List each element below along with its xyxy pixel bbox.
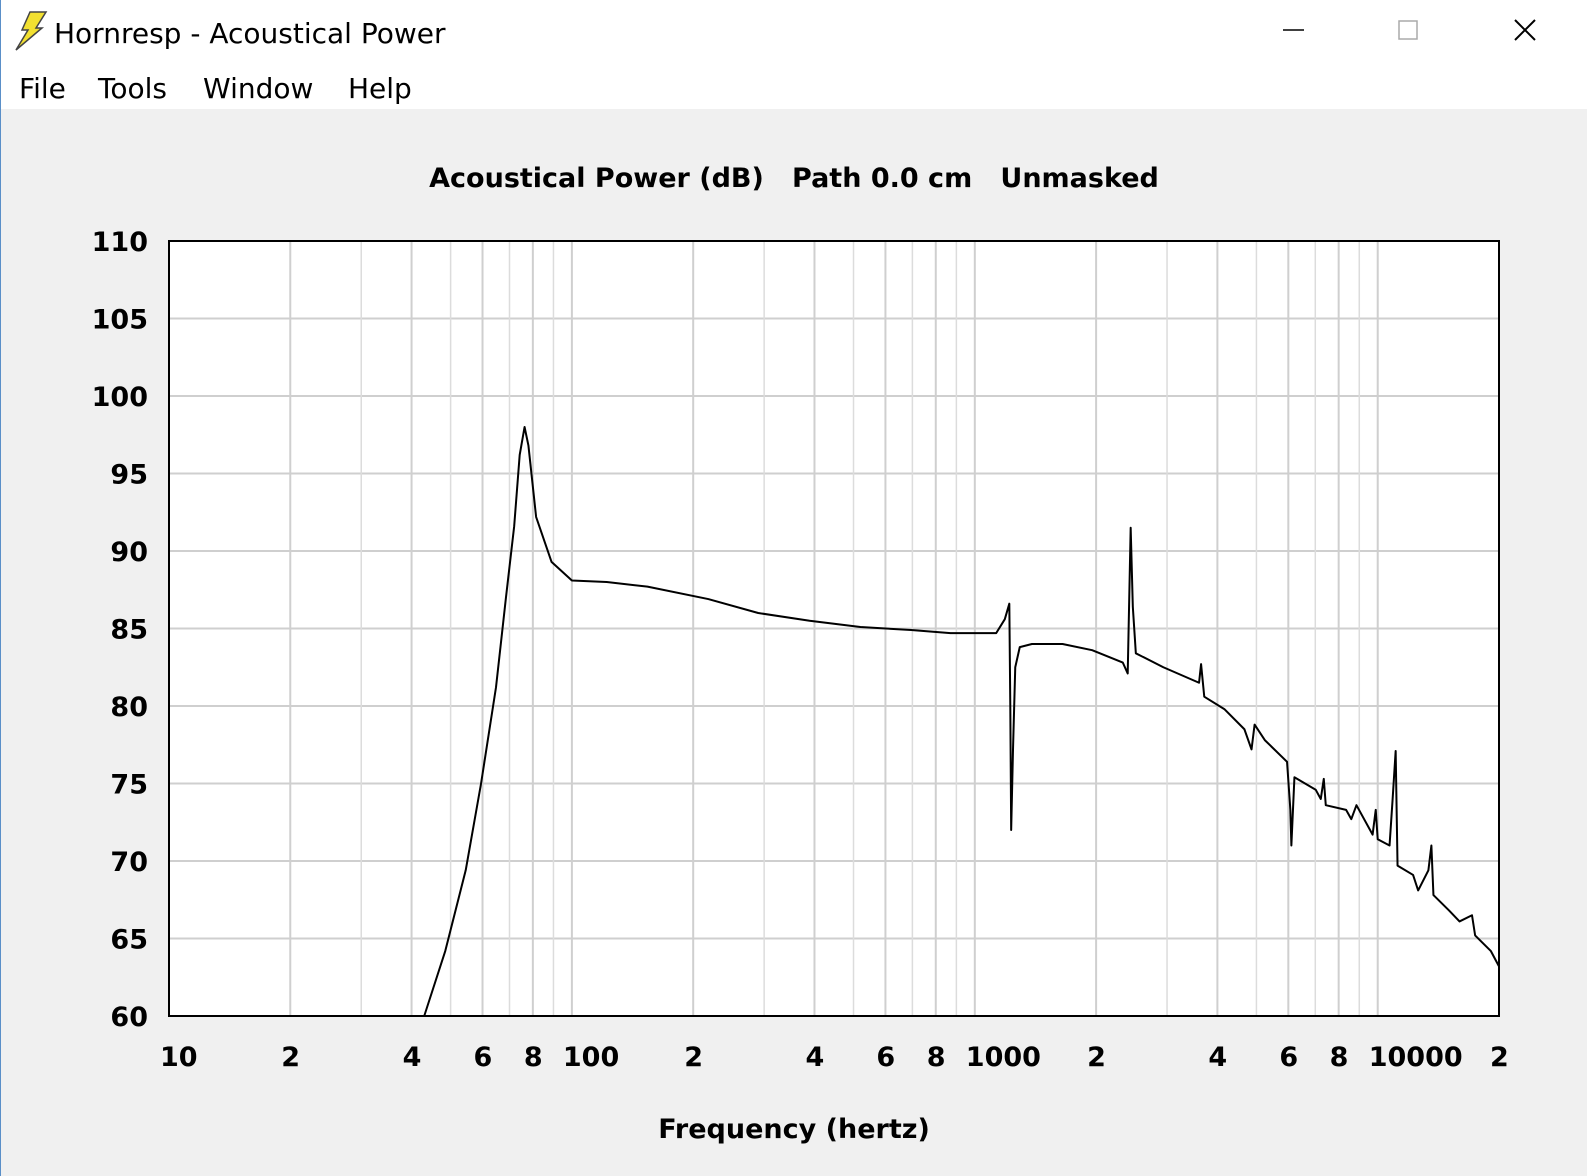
x-tick-label: 10 bbox=[160, 1042, 198, 1073]
x-tick-label: 4 bbox=[1208, 1042, 1227, 1073]
x-tick-label: 1000 bbox=[966, 1042, 1041, 1073]
window-border bbox=[0, 0, 1, 1176]
x-tick-label: 2 bbox=[281, 1042, 300, 1073]
y-tick-label: 85 bbox=[110, 615, 148, 646]
x-tick-label: 2 bbox=[1490, 1042, 1509, 1073]
x-tick-label: 6 bbox=[1279, 1042, 1298, 1073]
menu-item[interactable]: Tools bbox=[97, 72, 167, 105]
x-tick-label: 8 bbox=[524, 1042, 543, 1073]
x-tick-label: 100 bbox=[563, 1042, 619, 1073]
y-tick-label: 60 bbox=[110, 1002, 148, 1033]
app-icon bbox=[15, 11, 48, 51]
y-tick-label: 100 bbox=[92, 382, 148, 413]
x-tick-label: 6 bbox=[876, 1042, 895, 1073]
x-tick-label: 4 bbox=[403, 1042, 422, 1073]
window-title: Hornresp - Acoustical Power bbox=[54, 17, 446, 50]
menu-item[interactable]: File bbox=[19, 72, 66, 105]
y-tick-label: 65 bbox=[110, 925, 148, 956]
y-tick-label: 105 bbox=[92, 305, 148, 336]
x-tick-label: 2 bbox=[1087, 1042, 1106, 1073]
menu-item[interactable]: Help bbox=[348, 72, 412, 105]
x-tick-label: 6 bbox=[474, 1042, 493, 1073]
x-tick-label: 4 bbox=[805, 1042, 824, 1073]
y-tick-label: 110 bbox=[92, 227, 148, 258]
y-tick-label: 90 bbox=[110, 537, 148, 568]
x-tick-label: 10000 bbox=[1369, 1042, 1463, 1073]
plot-frame bbox=[168, 240, 1500, 1017]
chart-title: Acoustical Power (dB) Path 0.0 cm Unmask… bbox=[429, 163, 1159, 194]
x-tick-label: 8 bbox=[1330, 1042, 1349, 1073]
x-tick-label: 2 bbox=[684, 1042, 703, 1073]
menu-item[interactable]: Window bbox=[203, 72, 313, 105]
close-button[interactable] bbox=[1514, 19, 1536, 41]
y-tick-label: 80 bbox=[110, 692, 148, 723]
maximize-button[interactable] bbox=[1398, 20, 1418, 40]
x-axis-label: Frequency (hertz) bbox=[658, 1114, 930, 1145]
response-line bbox=[423, 426, 1500, 1017]
y-tick-label: 75 bbox=[110, 770, 148, 801]
title-and-menu-background bbox=[0, 0, 1587, 109]
x-tick-label: 8 bbox=[927, 1042, 946, 1073]
y-tick-label: 70 bbox=[110, 847, 148, 878]
y-tick-label: 95 bbox=[110, 460, 148, 491]
menu-bar: File Tools Window Help bbox=[19, 72, 412, 105]
plot bbox=[423, 426, 1500, 1017]
